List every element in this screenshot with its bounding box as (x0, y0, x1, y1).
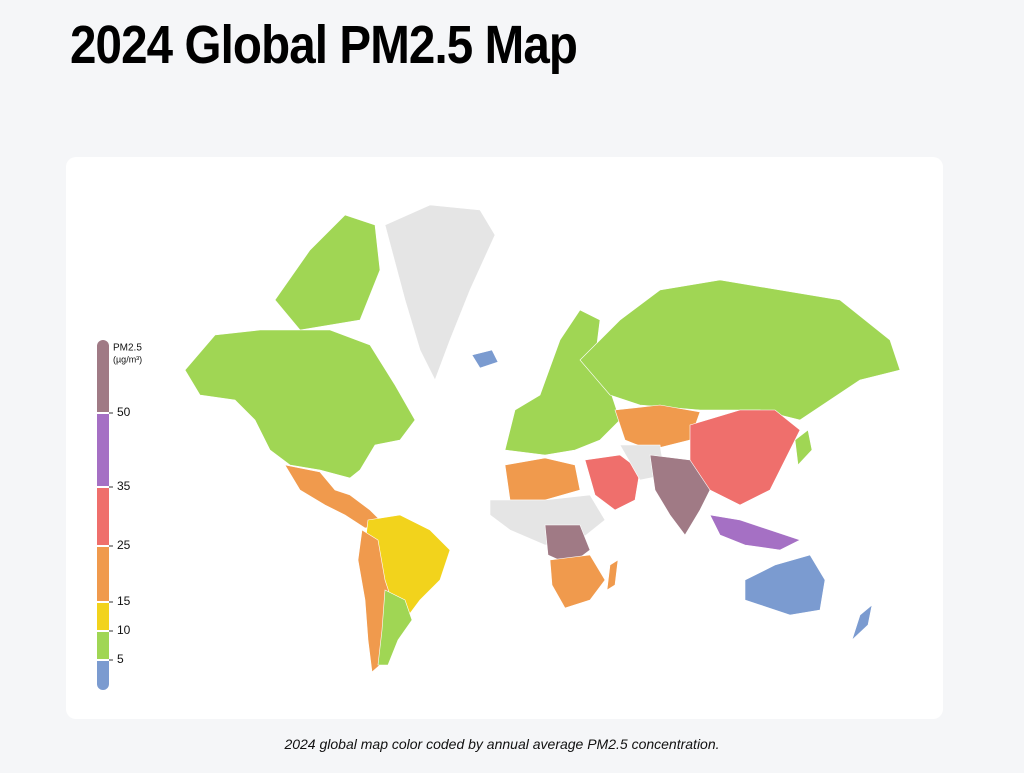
legend-tick-label: 10 (117, 623, 131, 637)
legend-band (97, 546, 109, 602)
mexico-central-america (284, 464, 386, 529)
page-title: 2024 Global PM2.5 Map (70, 15, 578, 75)
legend-band-fill (97, 346, 109, 413)
legend-band (97, 631, 109, 660)
legend-tick-label: 35 (117, 479, 131, 493)
north-africa (504, 457, 581, 501)
legend-tick-label: 25 (117, 538, 131, 552)
canada-arctic (274, 214, 381, 331)
southeast-asia (709, 514, 801, 551)
legend-band (97, 602, 109, 631)
legend-band (97, 487, 109, 546)
australia (744, 554, 826, 616)
central-asia (614, 404, 701, 451)
legend-title: PM2.5 (113, 343, 142, 354)
new-zealand (851, 604, 873, 642)
iceland (471, 349, 499, 369)
russia (579, 279, 901, 421)
argentina (377, 589, 413, 666)
middle-east (584, 454, 641, 511)
legend-tick-label: 5 (117, 652, 124, 666)
south-asia (649, 454, 711, 536)
caption: 2024 global map color coded by annual av… (284, 736, 720, 752)
madagascar (606, 559, 619, 591)
southern-africa (549, 554, 606, 609)
north-america (184, 329, 416, 479)
legend-tick-label: 15 (117, 594, 131, 608)
countries (184, 204, 901, 673)
legend-band (97, 413, 109, 487)
greenland (384, 204, 496, 381)
japan (794, 429, 813, 466)
legend-band-fill (97, 660, 109, 684)
legend-tick-label: 50 (117, 405, 131, 419)
map-card (66, 157, 943, 719)
legend-unit: (µg/m³) (113, 354, 142, 364)
